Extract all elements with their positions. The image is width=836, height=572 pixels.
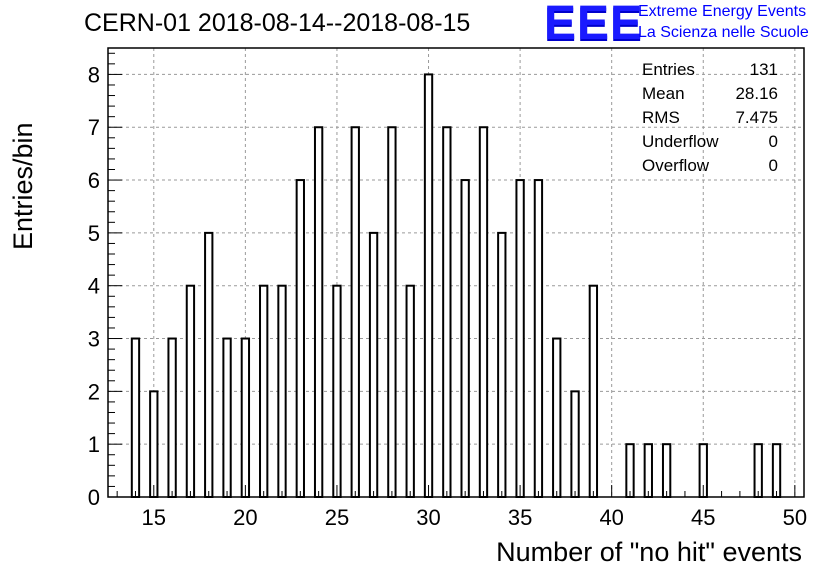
stat-row-overflow: Overflow 0 [642,156,778,180]
x-tick-label: 35 [508,505,532,530]
y-tick-label: 5 [88,221,100,246]
histogram-bar [167,337,177,498]
stat-name: Mean [642,84,685,103]
stat-name: Underflow [642,132,719,151]
stats-box: Entries 131 Mean 28.16 RMS 7.475 Underfl… [642,60,778,180]
histogram-bar [771,443,782,499]
histogram-bar [240,337,251,498]
histogram-bar [185,284,196,498]
histogram-bar [497,231,507,498]
stat-value: 0 [768,132,778,151]
histogram-bar [588,284,599,498]
histogram-bar [423,73,434,498]
stat-value: 131 [749,60,778,79]
stat-name: Overflow [642,156,710,175]
stat-value: 0 [768,156,778,175]
histogram-bar [149,390,159,498]
logo-line-1: Extreme Energy Events [638,3,807,20]
y-tick-label: 4 [88,274,100,299]
histogram-bar [277,284,287,498]
y-tick-label: 8 [88,62,100,87]
stat-row-mean: Mean 28.16 [642,84,778,108]
histogram-bar [350,126,360,498]
y-axis-label: Entries/bin [8,122,38,250]
histogram-bar [552,337,562,498]
histogram-bar [368,231,379,498]
logo-line-2: La Scienza nelle Scuole [638,24,809,41]
stat-value: 7.475 [735,108,778,127]
histogram-bar [204,231,214,498]
x-tick-label: 45 [691,505,715,530]
x-tick-label: 50 [783,505,807,530]
y-tick-label: 1 [88,432,100,457]
histogram-bar [478,126,489,498]
x-tick-label: 30 [416,505,440,530]
stat-value: 28.16 [735,84,778,103]
histogram-bar [533,179,544,498]
y-tick-label: 7 [88,115,100,140]
histogram-bar [332,284,342,498]
stat-row-underflow: Underflow 0 [642,132,778,156]
histogram-bar [570,390,580,498]
histogram-bar [460,179,470,498]
x-tick-label: 20 [233,505,257,530]
stat-row-rms: RMS 7.475 [642,108,778,132]
y-tick-label: 3 [88,327,100,352]
stat-row-entries: Entries 131 [642,60,778,84]
y-tick-label: 6 [88,168,100,193]
histogram-bar [643,443,653,499]
y-tick-label: 2 [88,379,100,404]
histogram-bar [753,443,763,499]
histogram-bar [405,284,415,498]
histogram-bar [259,284,269,498]
histogram-bar [442,126,452,498]
stat-name: RMS [642,108,680,127]
x-tick-label: 40 [599,505,623,530]
x-tick-label: 15 [142,505,166,530]
histogram-bar [387,126,397,498]
plot-frame [107,47,805,498]
y-tick-label: 0 [88,485,100,510]
stat-name: Entries [642,60,695,79]
x-axis-label: Number of "no hit" events [496,537,802,567]
histogram-bar [313,126,324,498]
chart-title: CERN-01 2018-08-14--2018-08-15 [84,9,471,37]
eee-logo-mark: EEE [544,0,644,50]
histogram-bar [625,443,635,499]
histogram-bar [515,179,525,498]
x-tick-label: 25 [325,505,349,530]
histogram-bar [130,337,141,498]
histogram-bar [222,337,232,498]
eee-logo: EEE Extreme Energy Events La Scienza nel… [540,0,836,48]
histogram-bar [661,443,672,499]
histogram-bar [295,179,305,498]
